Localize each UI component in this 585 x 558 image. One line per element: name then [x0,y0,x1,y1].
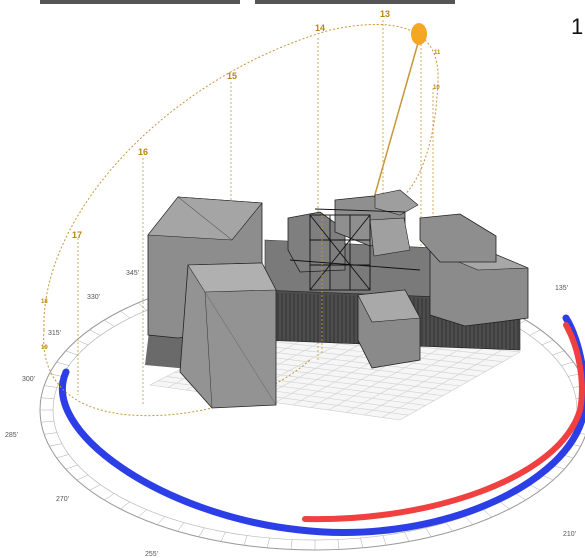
hour-labels: 13 14 15 16 17 18 19 11 10 [41,9,441,351]
hour-label: 13 [380,9,390,19]
hour-label: 17 [72,230,82,240]
top-toolbar-strip-left [40,0,240,4]
hour-label: 10 [433,85,440,91]
compass-degree-label: 210' [563,531,576,538]
building-massing [145,189,529,409]
hour-label: 19 [41,345,48,351]
compass-degree-label: 300' [22,376,35,383]
compass-labels: 135' 210' 255' 270' 285' 300' 315' 330' … [5,270,576,558]
compass-degree-label: 345' [126,270,139,277]
sun-ray [371,35,421,206]
compass-degree-label: 135' [555,285,568,292]
hour-label: 15 [227,71,237,81]
hour-label: 16 [138,147,148,157]
compass-degree-label: 255' [145,551,158,558]
sun-icon[interactable] [411,23,427,45]
compass-degree-label: 270' [56,496,69,503]
compass-degree-label: 330' [87,294,100,301]
hour-label: 18 [41,299,48,305]
corner-indicator: 1 [571,14,584,39]
hour-label: 14 [315,23,325,33]
red-sun-band [302,322,585,523]
compass-degree-label: 315' [48,330,61,337]
top-toolbar-strip-right [255,0,455,4]
compass-degree-label: 285' [5,432,18,439]
hour-label: 11 [434,50,441,56]
